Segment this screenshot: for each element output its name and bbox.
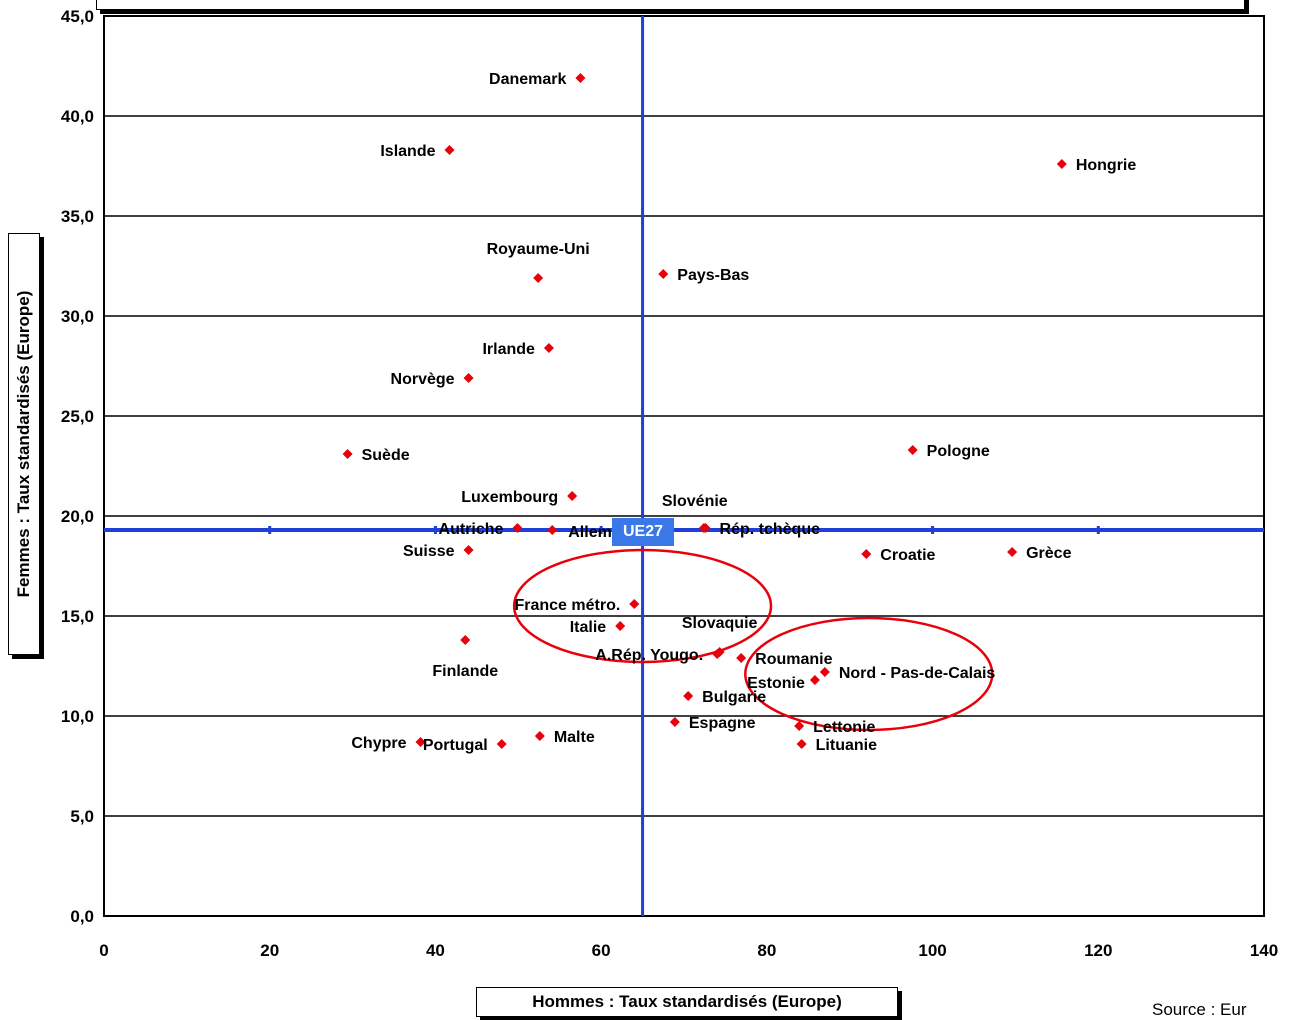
x-tick-label: 40 — [426, 941, 445, 960]
data-point — [1007, 547, 1018, 557]
data-point — [796, 739, 807, 749]
data-point — [575, 73, 586, 83]
y-tick-label: 45,0 — [61, 7, 94, 26]
y-tick-label: 35,0 — [61, 207, 94, 226]
data-point — [533, 273, 544, 283]
data-label: Estonie — [747, 675, 805, 692]
y-axis-title: Femmes : Taux standardisés (Europe) — [14, 290, 33, 598]
data-point — [534, 731, 545, 741]
data-label: Espagne — [689, 715, 756, 732]
y-tick-label: 25,0 — [61, 407, 94, 426]
data-label: Irlande — [482, 341, 535, 358]
data-point — [460, 635, 471, 645]
data-point — [712, 649, 723, 659]
data-point — [861, 549, 872, 559]
data-point — [794, 721, 805, 731]
data-point — [543, 343, 554, 353]
data-label: Roumanie — [755, 651, 832, 668]
data-points — [342, 73, 1067, 749]
data-label: Slovénie — [662, 493, 728, 510]
plot-frame — [103, 15, 1265, 917]
data-label: Lituanie — [816, 737, 877, 754]
data-label: Italie — [570, 619, 607, 636]
source-note: Source : Eur — [1152, 1000, 1247, 1019]
y-axis-ticks: 0,0 5,0 10,0 15,0 20,0 25,0 30,0 35,0 40,0 45,0 — [61, 7, 94, 926]
data-label: Chypre — [351, 735, 406, 752]
data-label: A.Rép. Yougo. — [595, 647, 703, 664]
x-tick-label: 100 — [918, 941, 946, 960]
y-tick-label: 30,0 — [61, 307, 94, 326]
x-tick-label: 80 — [757, 941, 776, 960]
data-point — [907, 445, 918, 455]
data-point — [463, 545, 474, 555]
y-tick-label: 15,0 — [61, 607, 94, 626]
data-label: Malte — [554, 729, 595, 746]
highlight-ellipses — [512, 548, 994, 732]
point-labels: Danemark Islande Hongrie Royaume-Uni Pays-Ba… — [351, 71, 1136, 754]
data-point — [809, 675, 820, 685]
data-label: Danemark — [489, 71, 566, 88]
data-label: Rép. tchèque — [720, 521, 821, 538]
data-label: Bulgarie — [702, 689, 766, 706]
data-label: Autriche — [439, 521, 504, 538]
data-label: Slovaquie — [682, 615, 758, 632]
title-frame — [96, 0, 1245, 10]
x-tick-label: 140 — [1250, 941, 1278, 960]
reference-lines — [104, 16, 1264, 916]
y-tick-label: 40,0 — [61, 107, 94, 126]
data-label: Grèce — [1026, 545, 1071, 562]
x-tick-label: 120 — [1084, 941, 1112, 960]
data-point — [512, 523, 523, 533]
x-tick-label: 0 — [99, 941, 108, 960]
x-tick-label: 20 — [260, 941, 279, 960]
data-label: Nord - Pas-de-Calais — [839, 665, 996, 682]
data-point — [658, 269, 669, 279]
data-point — [736, 653, 747, 663]
data-point — [463, 373, 474, 383]
data-label: Pays-Bas — [677, 267, 749, 284]
highlight-ellipse — [512, 548, 773, 664]
data-point — [819, 667, 830, 677]
data-point — [1056, 159, 1067, 169]
data-point — [629, 599, 640, 609]
y-tick-label: 10,0 — [61, 707, 94, 726]
data-point — [415, 737, 426, 747]
y-tick-label: 5,0 — [70, 807, 94, 826]
data-label: Croatie — [880, 547, 935, 564]
data-label: Finlande — [432, 663, 498, 680]
data-point — [496, 739, 507, 749]
data-label: Pologne — [927, 443, 990, 460]
data-label: Norvège — [391, 371, 455, 388]
data-point — [700, 523, 711, 533]
data-point — [669, 717, 680, 727]
data-label: France métro. — [514, 597, 620, 614]
data-point — [567, 491, 578, 501]
data-label: Lettonie — [813, 719, 875, 736]
data-label: Suède — [362, 447, 410, 464]
plot-area-border — [103, 15, 1265, 917]
data-label: Portugal — [423, 737, 488, 754]
x-axis-title: Hommes : Taux standardisés (Europe) — [476, 987, 898, 1017]
data-label: Hongrie — [1076, 157, 1137, 174]
data-point — [444, 145, 455, 155]
x-axis-ticks: 0 20 40 60 80 100 120 140 — [99, 941, 1278, 960]
data-label: Royaume-Uni — [487, 241, 590, 258]
y-axis-title-frame: Femmes : Taux standardisés (Europe) — [8, 233, 40, 655]
highlight-ellipse — [744, 616, 994, 732]
x-tick-label: 60 — [592, 941, 611, 960]
data-point — [342, 449, 353, 459]
data-point — [683, 691, 694, 701]
data-point — [615, 621, 626, 631]
grid-lines — [104, 15, 1264, 917]
data-label: Luxembourg — [461, 489, 558, 506]
reference-label: UE27 — [612, 518, 674, 546]
data-label: Islande — [380, 143, 435, 160]
y-tick-label: 0,0 — [70, 907, 94, 926]
y-tick-label: 20,0 — [61, 507, 94, 526]
data-label: Suisse — [403, 543, 455, 560]
data-point — [547, 525, 558, 535]
